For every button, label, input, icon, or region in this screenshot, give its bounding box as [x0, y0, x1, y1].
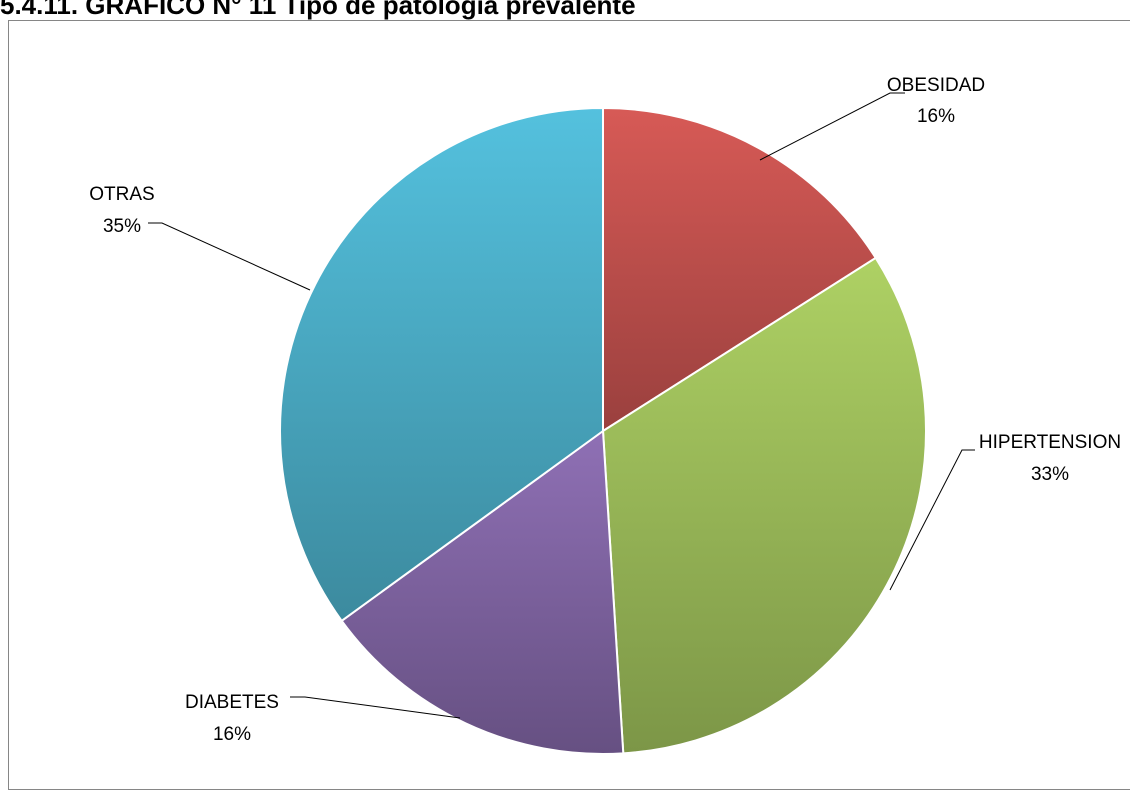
slice-category-label: OBESIDAD	[887, 75, 985, 96]
slice-percent-label: 35%	[103, 216, 141, 237]
slice-percent-label: 33%	[1031, 464, 1069, 485]
leader-line-otras	[148, 222, 311, 291]
slice-category-label: OTRAS	[89, 184, 154, 205]
slice-category-label: DIABETES	[185, 692, 279, 713]
pie-slice-otras	[279, 106, 604, 623]
slices-group	[279, 106, 927, 755]
leader-line-hipertension	[889, 449, 975, 591]
slice-category-label: HIPERTENSION	[979, 432, 1121, 453]
pie-slice-obesidad	[602, 106, 878, 433]
pie-slice-diabetes	[340, 429, 625, 755]
leader-line-diabetes	[290, 696, 461, 719]
labels-group: OBESIDAD 16% HIPERTENSION 33% DIABETES 16% OTR…	[89, 75, 1121, 745]
pie-slice-hipertension	[601, 256, 927, 755]
slice-percent-label: 16%	[213, 724, 251, 745]
leader-line-obesidad	[759, 92, 905, 161]
chart-heading: 5.4.11. GRAFICO N° 11 Tipo de patología …	[0, 0, 636, 20]
slice-percent-label: 16%	[917, 106, 955, 127]
leader-lines-group	[148, 92, 975, 719]
